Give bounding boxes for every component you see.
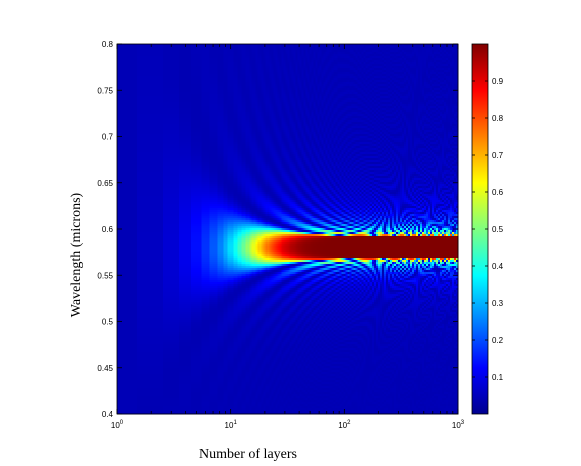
y-tick-label: 0.65 — [97, 179, 113, 188]
colorbar-tick-label: 0.2 — [492, 336, 504, 345]
colorbar — [472, 44, 488, 414]
colorbar-tick-label: 0.6 — [492, 188, 504, 197]
colorbar-tick-label: 0.3 — [492, 299, 504, 308]
y-tick-label: 0.6 — [102, 225, 114, 234]
colorbar-tick-label: 0.5 — [492, 225, 504, 234]
y-tick-label: 0.7 — [102, 133, 114, 142]
reflectance-heatmap — [117, 44, 459, 415]
x-tick-label: 103 — [452, 420, 465, 430]
y-tick-label: 0.45 — [97, 364, 113, 373]
colorbar-tick-label: 0.4 — [492, 262, 504, 271]
x-axis-title: Number of layers — [199, 447, 297, 462]
y-tick-label: 0.75 — [97, 86, 113, 95]
colorbar-ticks: 0.1 0.2 0.3 0.4 0.5 0.6 0.7 0.8 0.9 — [472, 77, 504, 382]
y-axis-title: Wavelength (microns) — [69, 192, 84, 317]
colorbar-tick-label: 0.7 — [492, 151, 504, 160]
y-tick-label: 0.55 — [97, 271, 113, 280]
y-tick-label: 0.8 — [102, 40, 114, 49]
y-axis: 0.4 0.45 0.5 0.55 0.6 0.65 0.7 0.75 0.8 — [97, 40, 458, 419]
x-tick-label: 102 — [338, 420, 351, 430]
x-tick-label: 100 — [111, 420, 124, 430]
y-tick-label: 0.5 — [102, 318, 114, 327]
colorbar-tick-label: 0.8 — [492, 114, 504, 123]
colorbar-tick-label: 0.1 — [492, 373, 504, 382]
x-tick-label: 101 — [225, 420, 238, 430]
x-axis: 100 101 102 103 — [111, 44, 465, 430]
y-tick-label: 0.4 — [102, 410, 114, 419]
colorbar-tick-label: 0.9 — [492, 77, 504, 86]
